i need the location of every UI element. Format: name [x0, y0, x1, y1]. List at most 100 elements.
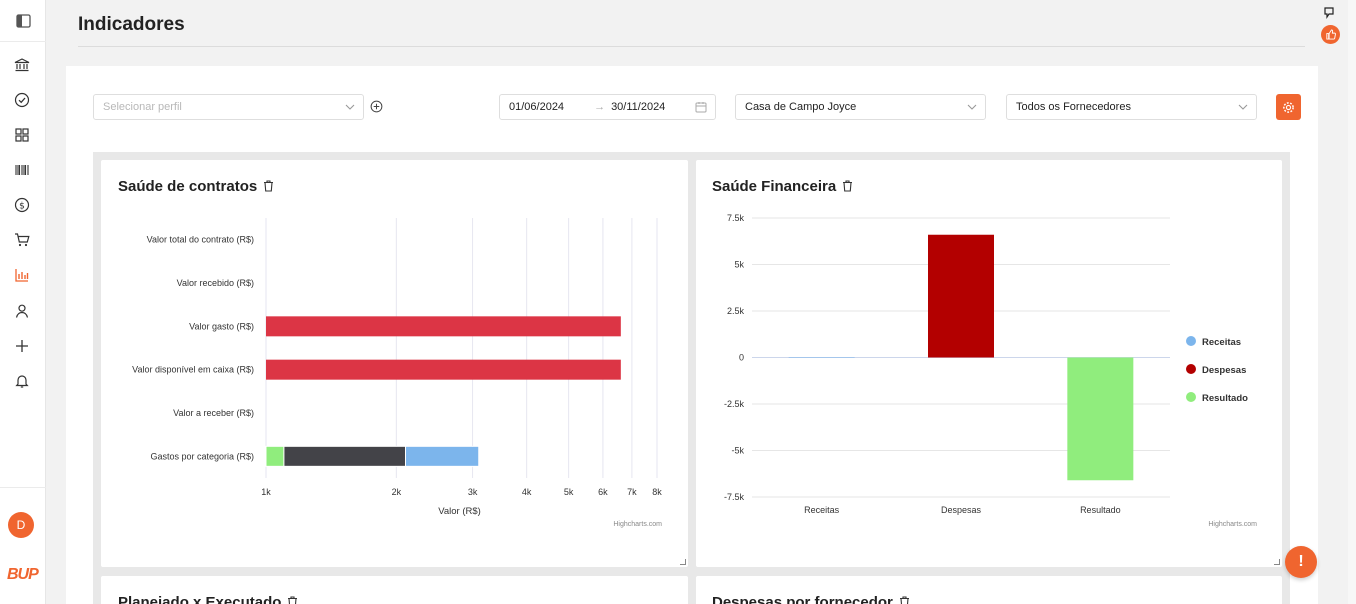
x-axis-title: Valor (R$) [438, 506, 481, 517]
legend-marker [1186, 392, 1196, 402]
date-start: 01/06/2024 [509, 101, 565, 113]
bank-icon [14, 58, 30, 72]
x-tick-label: 5k [564, 487, 574, 497]
x-category-label: Resultado [1080, 505, 1121, 515]
y-tick-label: -2.5k [724, 399, 745, 409]
bar [266, 359, 621, 380]
panel-finance: Saúde Financeira 7.5k 5k 2.5k 0 -2.5k -5k -7.5… [696, 160, 1282, 567]
panel-title-text: Saúde de contratos [118, 178, 258, 195]
brand-logo: BUP [7, 566, 39, 583]
panel-title: Planejado x Executado [118, 594, 298, 604]
page-scrollbar[interactable] [1348, 0, 1356, 604]
sidebar-divider [0, 487, 46, 488]
sidebar-toggle-icon [15, 13, 31, 28]
avatar-initial: D [16, 518, 26, 532]
date-range-picker[interactable]: 01/06/2024 → 30/11/2024 [499, 94, 716, 120]
x-tick-label: 6k [598, 487, 608, 497]
legend-item: Despesas [1202, 365, 1246, 376]
sidebar-item-barcode[interactable] [11, 159, 33, 181]
feedback-dislike-icon[interactable] [1322, 6, 1336, 20]
y-tick-label: 2.5k [727, 306, 745, 316]
x-category-label: Receitas [804, 505, 840, 515]
y-category-label: Valor gasto (R$) [189, 321, 254, 331]
stacked-bar-segment [265, 445, 285, 467]
y-tick-label: -7.5k [724, 492, 745, 502]
y-category-label: Valor total do contrato (R$) [147, 235, 254, 245]
alert-button[interactable]: ! [1285, 546, 1317, 578]
panel-title-text: Despesas por fornecedor [712, 594, 893, 604]
trash-icon[interactable] [287, 596, 298, 604]
trash-icon[interactable] [899, 596, 910, 604]
settings-button[interactable] [1276, 94, 1301, 120]
legend-marker [1186, 364, 1196, 374]
y-category-label: Valor disponível em caixa (R$) [132, 365, 254, 375]
x-category-label: Despesas [941, 505, 982, 515]
property-select-value: Casa de Campo Joyce [745, 101, 857, 113]
feedback-like-button[interactable] [1321, 25, 1340, 44]
highcharts-credit[interactable]: Highcharts.com [613, 521, 662, 528]
plus-icon [16, 340, 28, 352]
chart-bar-icon [15, 269, 29, 282]
column [1067, 357, 1134, 481]
trash-icon[interactable] [263, 180, 274, 192]
legend-item: Resultado [1202, 393, 1248, 404]
page-title: Indicadores [78, 14, 185, 35]
sidebar: $ D BUP [0, 0, 46, 604]
y-category-label: Gastos por categoria (R$) [150, 451, 254, 461]
resize-handle[interactable] [1274, 559, 1280, 565]
legend-item: Receitas [1202, 337, 1241, 348]
sidebar-item-notifications[interactable] [11, 370, 33, 392]
legend-marker [1186, 336, 1196, 346]
profile-select[interactable]: Selecionar perfil [93, 94, 364, 120]
y-category-label: Valor a receber (R$) [173, 408, 254, 418]
chevron-down-icon [967, 104, 977, 110]
y-tick-label: 5k [734, 260, 744, 270]
add-profile-icon[interactable] [370, 100, 383, 113]
sidebar-item-finance[interactable]: $ [11, 194, 33, 216]
sidebar-item-tasks[interactable] [11, 89, 33, 111]
finance-column-chart: 7.5k 5k 2.5k 0 -2.5k -5k -7.5k Receitas Despesas… [724, 213, 1248, 515]
panel-title-text: Saúde Financeira [712, 178, 837, 195]
trash-icon[interactable] [842, 180, 853, 192]
bell-icon [15, 375, 29, 388]
column [788, 357, 855, 358]
x-tick-label: 3k [468, 487, 478, 497]
x-tick-label: 4k [522, 487, 532, 497]
panel-title: Despesas por fornecedor [712, 594, 910, 604]
sidebar-item-users[interactable] [11, 300, 33, 322]
x-tick-label: 2k [392, 487, 402, 497]
dollar-icon: $ [14, 197, 30, 213]
property-select[interactable]: Casa de Campo Joyce [735, 94, 986, 120]
panel-title: Saúde de contratos [118, 178, 274, 195]
sidebar-item-dashboard[interactable] [11, 124, 33, 146]
supplier-select[interactable]: Todos os Fornecedores [1006, 94, 1257, 120]
cart-icon [15, 233, 30, 247]
sidebar-toggle-button[interactable] [0, 0, 46, 42]
profile-select-placeholder: Selecionar perfil [103, 101, 182, 113]
x-tick-label: 1k [261, 487, 271, 497]
resize-handle[interactable] [680, 559, 686, 565]
y-tick-label: -5k [731, 446, 744, 456]
chevron-down-icon [345, 104, 355, 110]
x-tick-label: 8k [652, 487, 662, 497]
panel-title-text: Planejado x Executado [118, 594, 282, 604]
date-end: 30/11/2024 [611, 101, 666, 113]
highcharts-credit[interactable]: Highcharts.com [1208, 521, 1257, 528]
date-separator: → [594, 101, 606, 113]
bar [266, 316, 621, 337]
svg-text:$: $ [19, 201, 25, 211]
barcode-icon [15, 165, 29, 175]
sidebar-item-bank[interactable] [11, 54, 33, 76]
y-category-label: Valor recebido (R$) [177, 278, 254, 288]
column [928, 234, 994, 358]
sidebar-item-indicators[interactable] [11, 264, 33, 286]
avatar[interactable]: D [8, 512, 34, 538]
header-divider [78, 46, 1305, 47]
y-tick-label: 7.5k [727, 213, 745, 223]
sidebar-item-add[interactable] [11, 335, 33, 357]
sidebar-item-purchases[interactable] [11, 229, 33, 251]
gear-icon [1283, 101, 1294, 113]
user-icon [15, 304, 29, 318]
panel-title: Saúde Financeira [712, 178, 853, 195]
panel-planned: Planejado x Executado [101, 576, 688, 604]
